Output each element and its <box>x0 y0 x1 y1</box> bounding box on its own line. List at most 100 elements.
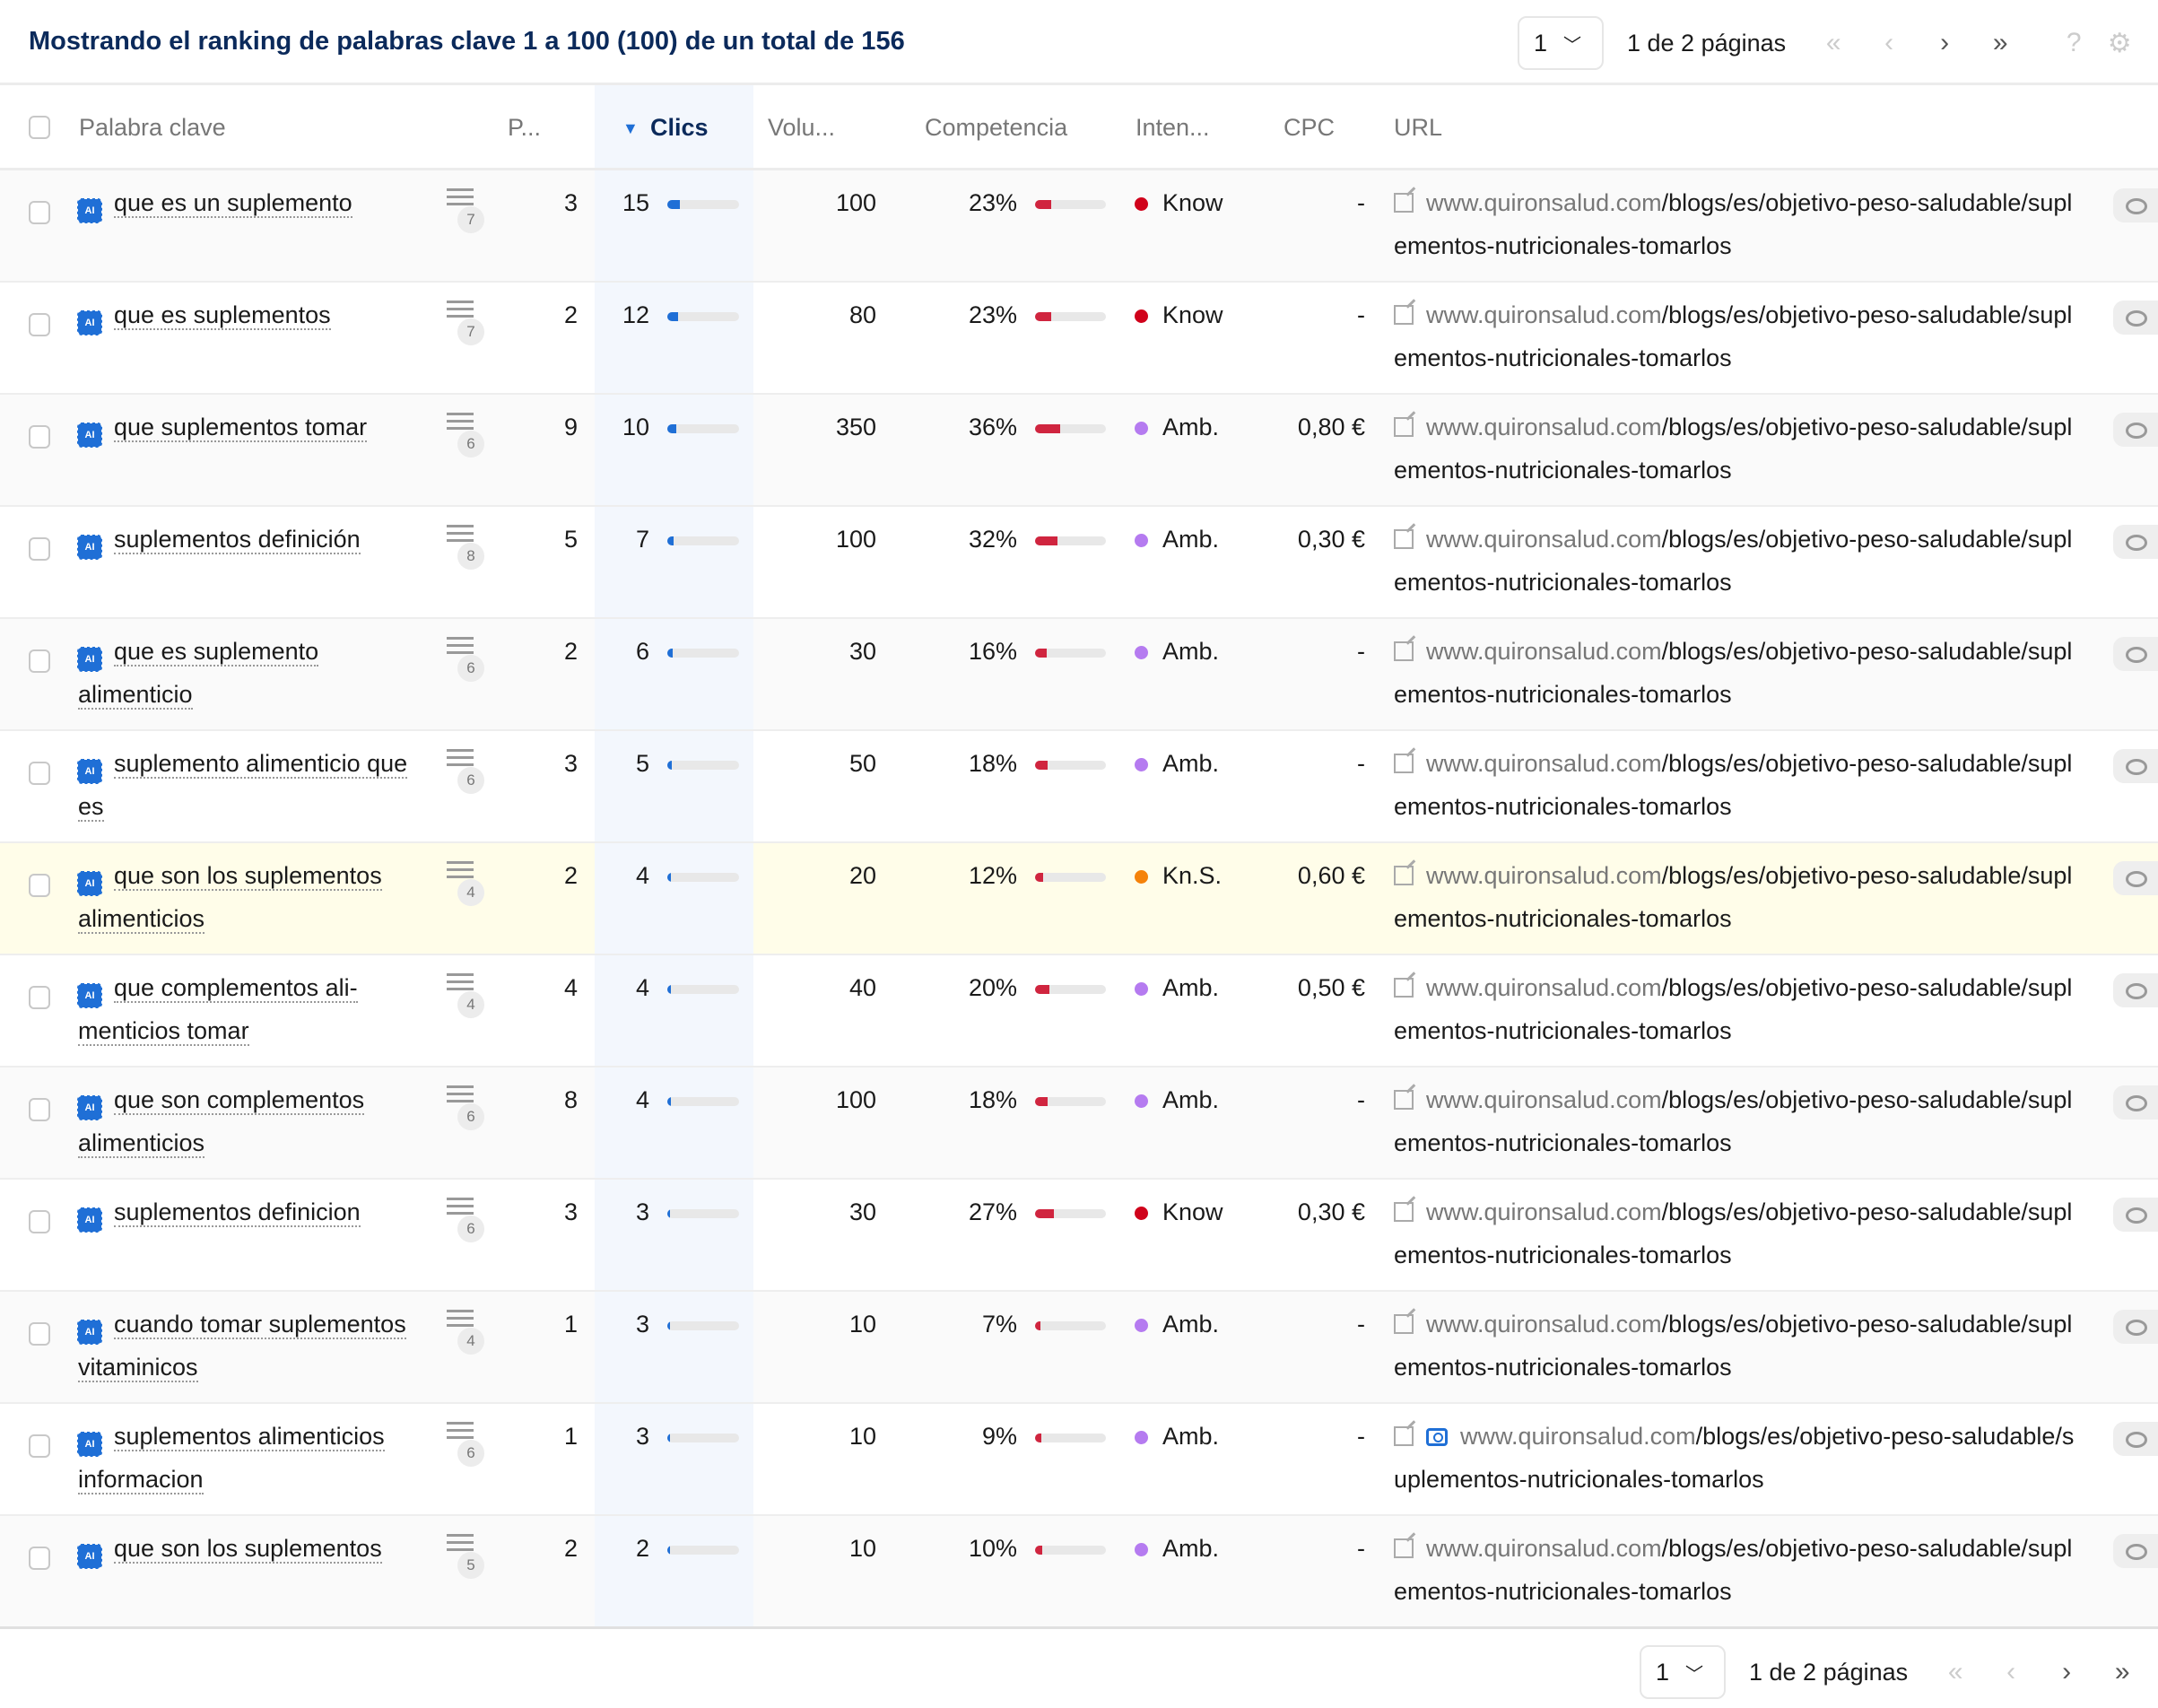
last-page-button[interactable]: » <box>1992 28 2008 57</box>
external-link-icon[interactable] <box>1394 305 1414 325</box>
row-checkbox[interactable] <box>29 874 50 897</box>
serp-features-icon[interactable] <box>447 973 474 997</box>
next-page-button[interactable]: › <box>1940 28 1950 57</box>
url-path[interactable]: /blogs/es/objetivo-peso-saludable/suplem… <box>1394 1311 2073 1381</box>
page-select[interactable]: 1 ﹀ <box>1518 16 1604 70</box>
next-page-button[interactable]: › <box>2062 1657 2072 1686</box>
row-checkbox[interactable] <box>29 1547 50 1570</box>
url-path[interactable]: /blogs/es/objetivo-peso-saludable/suplem… <box>1394 189 2073 259</box>
camera-icon[interactable] <box>1426 1428 1448 1446</box>
col-position[interactable]: P... <box>508 114 542 141</box>
keyword-link[interactable]: que suplementos tomar <box>114 414 368 442</box>
eye-icon[interactable] <box>2113 1310 2158 1344</box>
eye-icon[interactable] <box>2113 1198 2158 1232</box>
keyword-link[interactable]: suplementos definición <box>114 526 361 554</box>
url-path[interactable]: /blogs/es/objetivo-peso-saludable/suplem… <box>1394 301 2073 371</box>
eye-icon[interactable] <box>2113 637 2158 671</box>
url-path[interactable]: /blogs/es/objetivo-peso-saludable/suplem… <box>1394 862 2073 932</box>
keyword-link[interactable]: que es suplemento alimenticio <box>78 638 319 710</box>
prev-page-button[interactable]: ‹ <box>1884 28 1894 57</box>
serp-features-icon[interactable] <box>447 1085 474 1109</box>
row-checkbox[interactable] <box>29 762 50 785</box>
external-link-icon[interactable] <box>1394 1202 1414 1222</box>
row-checkbox[interactable] <box>29 986 50 1009</box>
url-path[interactable]: /blogs/es/objetivo-peso-saludable/suplem… <box>1394 414 2073 484</box>
url-domain[interactable]: www.quironsalud.com <box>1426 1198 1662 1225</box>
serp-features-icon[interactable] <box>447 861 474 884</box>
page-select[interactable]: 1 ﹀ <box>1640 1645 1726 1699</box>
row-checkbox[interactable] <box>29 1098 50 1121</box>
row-checkbox[interactable] <box>29 1210 50 1233</box>
eye-icon[interactable] <box>2113 1534 2158 1568</box>
eye-icon[interactable] <box>2113 525 2158 559</box>
keyword-link[interactable]: que complementos ali­menticios tomar <box>78 974 358 1046</box>
external-link-icon[interactable] <box>1394 1090 1414 1110</box>
url-domain[interactable]: www.quironsalud.com <box>1426 526 1662 553</box>
serp-features-icon[interactable] <box>447 413 474 436</box>
serp-features-icon[interactable] <box>447 749 474 772</box>
keyword-link[interactable]: cuando tomar suplemen­tos vitaminicos <box>78 1311 406 1382</box>
external-link-icon[interactable] <box>1394 1538 1414 1558</box>
url-path[interactable]: /blogs/es/objetivo-peso-saludable/suplem… <box>1394 1086 2073 1156</box>
serp-features-icon[interactable] <box>447 1422 474 1445</box>
serp-features-icon[interactable] <box>447 1310 474 1333</box>
row-checkbox[interactable] <box>29 1322 50 1346</box>
external-link-icon[interactable] <box>1394 417 1414 437</box>
keyword-link[interactable]: que es suplementos <box>114 301 331 330</box>
eye-icon[interactable] <box>2113 749 2158 783</box>
url-path[interactable]: /blogs/es/objetivo-peso-saludable/suplem… <box>1394 1423 2075 1493</box>
url-domain[interactable]: www.quironsalud.com <box>1426 1086 1662 1113</box>
url-domain[interactable]: www.quironsalud.com <box>1426 1311 1662 1338</box>
external-link-icon[interactable] <box>1394 193 1414 213</box>
keyword-link[interactable]: suplementos definicion <box>114 1198 361 1227</box>
gear-icon[interactable]: ⚙ <box>2107 28 2132 58</box>
keyword-link[interactable]: suplemento alimenticio que es <box>78 750 408 822</box>
url-domain[interactable]: www.quironsalud.com <box>1426 750 1662 777</box>
keyword-link[interactable]: que son los suplementos <box>114 1535 382 1564</box>
external-link-icon[interactable] <box>1394 978 1414 998</box>
eye-icon[interactable] <box>2113 188 2158 222</box>
external-link-icon[interactable] <box>1394 529 1414 549</box>
prev-page-button[interactable]: ‹ <box>2006 1657 2016 1686</box>
url-domain[interactable]: www.quironsalud.com <box>1426 1535 1662 1562</box>
first-page-button[interactable]: « <box>1825 28 1841 57</box>
col-url[interactable]: URL <box>1394 114 1443 141</box>
url-path[interactable]: /blogs/es/objetivo-peso-saludable/suplem… <box>1394 526 2073 596</box>
col-competition[interactable]: Competencia <box>925 114 1068 141</box>
col-cpc[interactable]: CPC <box>1283 114 1336 141</box>
url-domain[interactable]: www.quironsalud.com <box>1426 189 1662 216</box>
keyword-link[interactable]: suplementos alimenticios informacion <box>78 1423 385 1494</box>
row-checkbox[interactable] <box>29 313 50 336</box>
keyword-link[interactable]: que son los suplementos alimenticios <box>78 862 382 934</box>
keyword-link[interactable]: que es un suplemento <box>114 189 352 218</box>
first-page-button[interactable]: « <box>1947 1657 1963 1686</box>
eye-icon[interactable] <box>2113 413 2158 447</box>
url-path[interactable]: /blogs/es/objetivo-peso-saludable/suplem… <box>1394 1198 2073 1268</box>
col-volume[interactable]: Volu... <box>768 114 836 141</box>
serp-features-icon[interactable] <box>447 301 474 324</box>
external-link-icon[interactable] <box>1394 754 1414 773</box>
row-checkbox[interactable] <box>29 1434 50 1458</box>
serp-features-icon[interactable] <box>447 525 474 548</box>
url-path[interactable]: /blogs/es/objetivo-peso-saludable/suplem… <box>1394 750 2073 820</box>
serp-features-icon[interactable] <box>447 188 474 212</box>
url-path[interactable]: /blogs/es/objetivo-peso-saludable/suplem… <box>1394 638 2073 708</box>
url-domain[interactable]: www.quironsalud.com <box>1426 862 1662 889</box>
eye-icon[interactable] <box>2113 301 2158 335</box>
url-domain[interactable]: www.quironsalud.com <box>1426 301 1662 328</box>
col-intent[interactable]: Inten... <box>1136 114 1210 141</box>
external-link-icon[interactable] <box>1394 1426 1414 1446</box>
select-all-checkbox[interactable] <box>29 116 50 139</box>
row-checkbox[interactable] <box>29 425 50 449</box>
serp-features-icon[interactable] <box>447 1534 474 1557</box>
row-checkbox[interactable] <box>29 649 50 673</box>
eye-icon[interactable] <box>2113 1422 2158 1456</box>
external-link-icon[interactable] <box>1394 866 1414 885</box>
eye-icon[interactable] <box>2113 861 2158 895</box>
url-path[interactable]: /blogs/es/objetivo-peso-saludable/suplem… <box>1394 1535 2073 1605</box>
keyword-link[interactable]: que son complementos alimenticios <box>78 1086 365 1158</box>
eye-icon[interactable] <box>2113 973 2158 1007</box>
col-keyword[interactable]: Palabra clave <box>79 114 226 141</box>
row-checkbox[interactable] <box>29 537 50 561</box>
row-checkbox[interactable] <box>29 201 50 224</box>
